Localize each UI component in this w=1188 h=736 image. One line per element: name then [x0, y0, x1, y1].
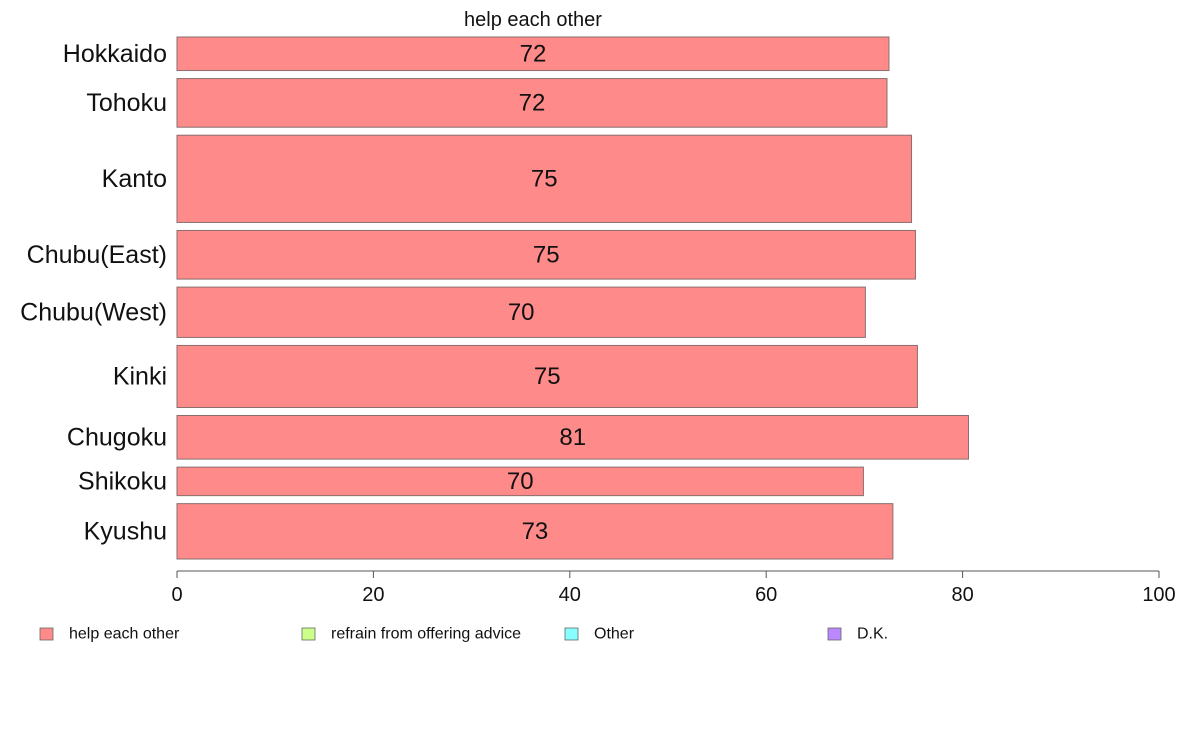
bar-tohoku	[176, 78, 888, 128]
bar-chugoku	[176, 414, 969, 460]
category-label: Hokkaido	[63, 40, 167, 68]
bar-kinki	[176, 344, 918, 408]
bar-kanto	[176, 134, 913, 223]
value-label: 75	[534, 363, 561, 390]
category-label: Kyushu	[84, 517, 167, 545]
legend-label-help-each-other: help each other	[69, 626, 180, 643]
x-tick-label: 60	[755, 584, 777, 606]
legend-swatch-help-each-other	[39, 627, 54, 641]
value-label: 70	[508, 299, 535, 326]
legend-swatch-other	[564, 627, 579, 641]
value-label: 72	[519, 89, 546, 116]
x-tick-label: 0	[171, 584, 182, 606]
value-label: 75	[533, 241, 560, 268]
bar-shikoku	[176, 466, 864, 497]
bar-hokkaido	[176, 36, 890, 72]
value-label: 70	[507, 468, 534, 495]
bar-chubu-east	[176, 229, 916, 280]
bars-layer: Hokkaido 72 Tohoku 72 Kanto 75 Chubu(East) 75 Ch…	[20, 36, 969, 560]
legend-label-other: Other	[594, 626, 635, 643]
category-label: Tohoku	[86, 89, 167, 117]
category-label: Chugoku	[67, 423, 167, 451]
legend-swatch-d-k	[827, 627, 842, 641]
category-label: Kanto	[102, 165, 167, 193]
category-label: Chubu(East)	[27, 241, 167, 269]
x-tick-label: 20	[362, 584, 384, 606]
x-tick-label: 80	[951, 584, 973, 606]
category-label: Chubu(West)	[20, 298, 167, 326]
bar-chubu-west	[176, 286, 866, 338]
legend-swatch-refrain-from-offering-advice	[301, 627, 316, 641]
x-axis: 0 20 40 60 80 100	[171, 570, 1176, 606]
value-label: 73	[522, 518, 549, 545]
bar-kyushu	[176, 503, 894, 560]
legend: help each other refrain from offering adv…	[39, 626, 888, 643]
value-label: 72	[520, 40, 547, 67]
x-tick-label: 100	[1142, 584, 1175, 606]
legend-label-d-k: D.K.	[857, 626, 888, 643]
value-label: 75	[531, 165, 558, 192]
chart-title: help each other	[464, 9, 602, 31]
legend-label-refrain-from-offering-advice: refrain from offering advice	[331, 626, 521, 643]
category-label: Shikoku	[78, 467, 167, 495]
category-label: Kinki	[113, 362, 167, 390]
x-tick-label: 40	[559, 584, 581, 606]
value-label: 81	[559, 424, 586, 451]
